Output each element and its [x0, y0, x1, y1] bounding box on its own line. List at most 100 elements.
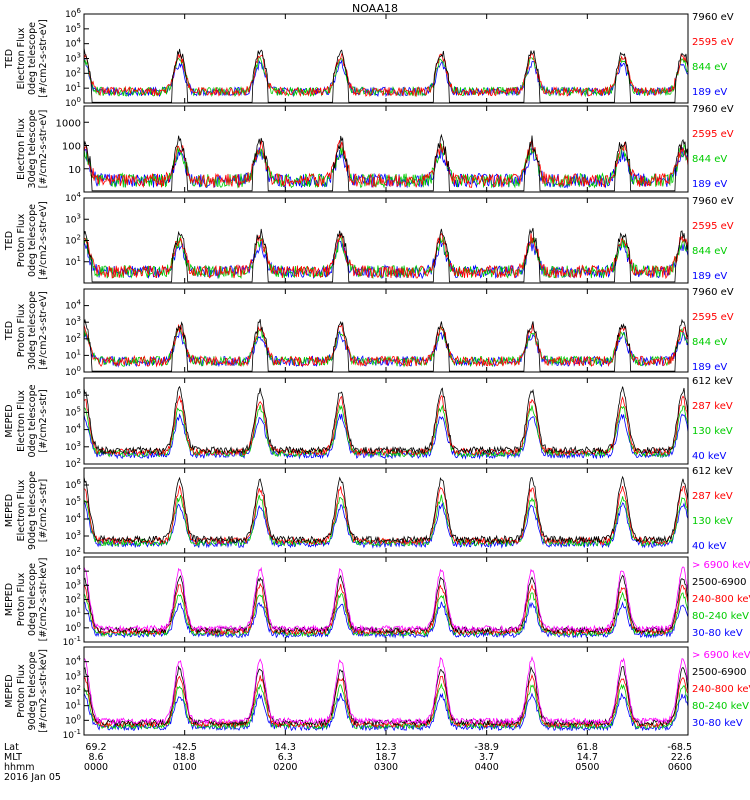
ylabel-line: MEPED — [4, 494, 15, 527]
y-tick-exponent: 4 — [77, 191, 82, 199]
panel-2-legend: 7960 eV 2595 eV 844 eV 189 eV — [692, 104, 734, 190]
series-1-line — [83, 475, 689, 545]
series-3-line — [83, 582, 689, 636]
legend-entry: 2595 eV — [692, 221, 734, 232]
y-tick-exponent: 0 — [77, 621, 81, 629]
ylabel-line: 0deg telescope — [27, 384, 38, 457]
panel-1-traces — [83, 47, 689, 103]
series-1-line — [83, 655, 689, 726]
legend-entry: 40 keV — [692, 451, 726, 462]
y-tick-exponent: 0 — [77, 96, 81, 104]
legend-entry: 240-800 keV — [692, 594, 750, 605]
y-tick-exponent: 0 — [77, 713, 81, 721]
y-tick-label: 10-1 — [63, 635, 81, 648]
y-tick-label: 104 — [65, 564, 81, 577]
x-row-name: Lat — [4, 742, 19, 753]
x-row-value: -38.9 — [474, 742, 499, 753]
ylabel-line: MEPED — [4, 674, 15, 707]
series-2-line — [83, 323, 689, 368]
y-tick-label: 102 — [65, 332, 81, 345]
legend-entry: > 6900 keV — [692, 560, 750, 571]
panel-6-legend: 612 keV 287 keV 130 keV 40 keV — [692, 466, 733, 552]
legend-entry: 189 eV — [692, 87, 727, 98]
ylabel-line: [#/cm2-s-str-eV] — [38, 291, 49, 370]
panel-1-legend: 7960 eV 2595 eV 844 eV 189 eV — [692, 12, 734, 98]
panel-3: 101 102 103 104 TED Proton Flux 0deg telescope… — [4, 191, 734, 284]
y-tick-exponent: 3 — [77, 52, 81, 60]
panel-4-ylabel: TED Proton Flux 30deg telescope [#/cm2-s-st… — [4, 291, 49, 370]
ylabel-line: [#/cm2-s-str] — [38, 479, 49, 542]
y-tick-exponent: 3 — [77, 578, 81, 586]
legend-entry: 2500-6900 — [692, 577, 747, 588]
panel-7-traces — [83, 566, 689, 640]
y-tick-label: 105 — [65, 405, 81, 418]
y-tick-exponent: 2 — [77, 332, 81, 340]
y-tick-label: 103 — [65, 578, 81, 591]
y-tick-label: 104 — [65, 191, 81, 204]
series-2-line — [83, 484, 689, 546]
y-tick-exponent: 6 — [77, 478, 82, 486]
panel-3-frame — [83, 197, 689, 284]
x-axis-labels: Lat 69.2 -42.5 14.3 12.3 -38.9 61.8 -68.5 MLT 8.6… — [4, 742, 692, 783]
y-tick-label: 103 — [65, 315, 81, 328]
panel-7-legend: > 6900 keV 2500-6900 240-800 keV 80-240 keV… — [692, 560, 750, 639]
x-row-value: 61.8 — [577, 742, 598, 753]
panel-6: 102 103 104 105 106 MEPED Electron Flux 90deg t… — [4, 466, 733, 559]
y-tick-label: 10-1 — [63, 728, 81, 741]
x-row-value: -42.5 — [172, 742, 197, 753]
x-row-value: 22.6 — [671, 752, 692, 763]
x-row-value: 12.3 — [375, 742, 396, 753]
y-tick-exponent: 3 — [77, 315, 81, 323]
y-tick-exponent: 4 — [77, 423, 82, 431]
legend-entry: 287 keV — [692, 401, 733, 412]
panel-8-legend: > 6900 keV 2500-6900 240-800 keV 80-240 keV… — [692, 650, 750, 729]
y-tick-label: 101 — [65, 348, 81, 361]
legend-entry: 2595 eV — [692, 312, 734, 323]
ylabel-line: 90deg telescope — [27, 651, 38, 730]
x-date-label: 2016 Jan 05 — [4, 772, 61, 783]
y-tick-exponent: 4 — [77, 299, 82, 307]
series-3-line — [83, 235, 689, 280]
y-tick-label: 106 — [65, 478, 81, 491]
ylabel-line: [#/cm2-s-str-keV] — [38, 649, 49, 733]
ylabel-line: MEPED — [4, 583, 15, 616]
y-tick-label: 101 — [65, 81, 81, 94]
series-4-line — [83, 413, 689, 460]
series-2-line — [83, 52, 689, 98]
legend-entry: > 6900 keV — [692, 650, 750, 661]
x-row-value: 18.8 — [174, 752, 195, 763]
legend-entry: 30-80 keV — [692, 718, 743, 729]
series-2-line — [83, 139, 689, 189]
legend-entry: 240-800 keV — [692, 684, 750, 695]
series-2-line — [83, 665, 689, 727]
y-tick-exponent: 2 — [77, 66, 81, 74]
y-tick-exponent: 4 — [77, 655, 82, 663]
panel-1-ylabel: TED Electron Flux 0deg telescope [#/cm2-s-s… — [4, 19, 49, 98]
y-tick-exponent: -1 — [74, 635, 81, 643]
legend-entry: 2500-6900 — [692, 667, 747, 678]
legend-entry: 30-80 keV — [692, 628, 743, 639]
figure-title: NOAA18 — [352, 2, 398, 15]
y-tick-label: 104 — [65, 655, 81, 668]
y-tick-label: 103 — [65, 440, 81, 453]
legend-entry: 844 eV — [692, 62, 727, 73]
x-row-value: 0200 — [273, 762, 297, 773]
x-row-value: 14.3 — [275, 742, 296, 753]
panel-4-traces — [83, 318, 689, 372]
legend-entry: 40 keV — [692, 541, 726, 552]
legend-entry: 612 keV — [692, 466, 733, 477]
legend-entry: 7960 eV — [692, 104, 734, 115]
y-tick-label: 101 — [65, 699, 81, 712]
ylabel-line: TED — [4, 321, 15, 341]
y-tick-label: 102 — [65, 684, 81, 697]
x-row-value: 0500 — [575, 762, 599, 773]
y-tick-label: 100 — [65, 713, 81, 726]
series-2-line — [83, 394, 689, 457]
y-tick-label: 105 — [65, 495, 81, 508]
y-tick-label: 101 — [65, 255, 81, 268]
ylabel-line: Electron Flux — [16, 390, 27, 452]
